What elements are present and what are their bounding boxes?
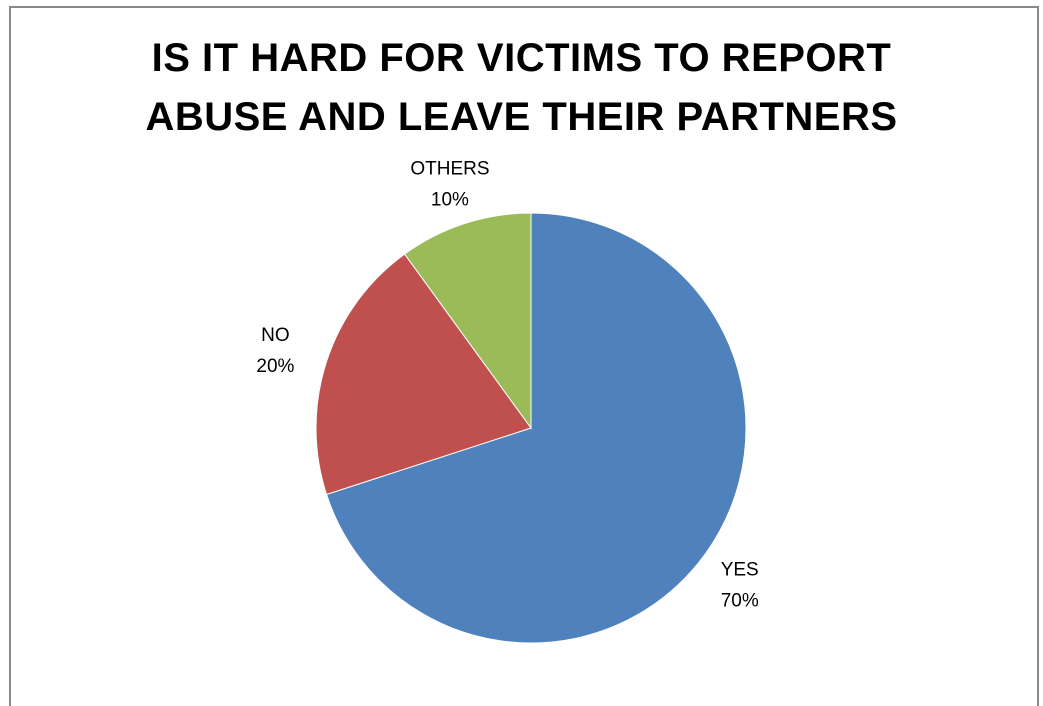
chart-title-line-2: ABUSE AND LEAVE THEIR PARTNERS (145, 95, 898, 139)
slice-pct-yes: 70% (721, 591, 759, 612)
slice-pct-others: 10% (431, 190, 469, 211)
chart-title-line-1: IS IT HARD FOR VICTIMS TO REPORT (151, 36, 892, 80)
pie-slice-others (403, 212, 532, 430)
pie-slice-no (315, 253, 532, 496)
pie-slice-yes (325, 212, 747, 644)
slice-pct-no: 20% (256, 356, 294, 377)
slice-label-others: OTHERS (410, 159, 489, 180)
slice-label-yes: YES (721, 560, 759, 581)
slice-label-no: NO (261, 325, 290, 346)
chart-frame (9, 6, 1039, 706)
